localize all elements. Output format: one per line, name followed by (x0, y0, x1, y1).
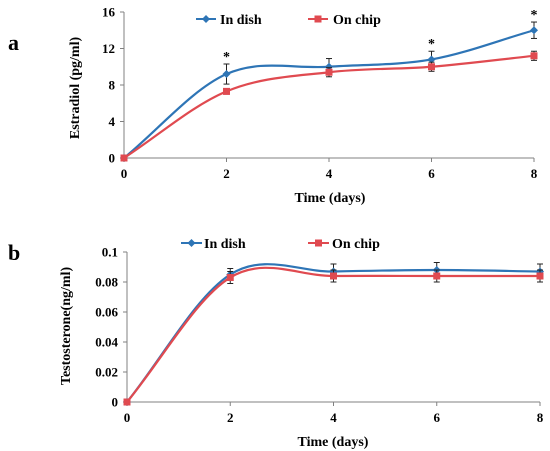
data-point-on-chip (223, 87, 230, 95)
x-tick-label: 8 (531, 166, 538, 181)
panel-a-x-tick-labels: 0 2 4 6 8 (121, 166, 538, 181)
legend-item-on-chip: On chip (308, 237, 380, 252)
legend-marker-in-dish (202, 15, 210, 23)
x-tick-label: 4 (326, 166, 333, 181)
panel-a-axes (120, 11, 535, 162)
data-point-on-chip (433, 272, 441, 280)
y-tick-label: 8 (109, 78, 116, 93)
x-tick-label: 6 (428, 166, 435, 181)
data-point-on-chip (330, 272, 337, 280)
data-point-on-chip (530, 52, 538, 60)
y-tick-label: 0.1 (102, 245, 118, 260)
legend-label-on-chip: On chip (333, 13, 381, 28)
data-point-on-chip (428, 63, 435, 71)
panel-b-series (123, 262, 544, 406)
legend-label-in-dish: In dish (220, 13, 262, 28)
y-tick-label: 0.04 (95, 335, 118, 350)
x-tick-label: 2 (227, 410, 234, 425)
legend-item-on-chip: On chip (308, 13, 381, 28)
y-tick-label: 0.02 (95, 365, 118, 380)
panel-a-y-tick-labels: 0 4 8 12 16 (102, 5, 116, 166)
y-tick-label: 0.08 (95, 275, 118, 290)
x-tick-label: 0 (121, 166, 128, 181)
panel-a-estradiol-chart: a 0 4 8 12 16 0 2 4 6 8 Estradiol (pg/ml) Time (… (8, 5, 538, 206)
data-point-on-chip (120, 154, 128, 162)
x-tick-label: 2 (223, 166, 230, 181)
panel-b-label: b (8, 240, 20, 265)
significance-star: * (531, 8, 538, 23)
y-tick-label: 0 (109, 151, 116, 166)
x-tick-label: 4 (330, 410, 337, 425)
legend-label-on-chip: On chip (332, 237, 380, 252)
data-point-on-chip (536, 272, 544, 280)
panel-b-y-axis-label: Testosterone(ng/ml) (59, 267, 74, 386)
y-tick-label: 0.06 (95, 305, 118, 320)
data-point-on-chip (123, 398, 131, 406)
y-tick-label: 12 (102, 41, 115, 56)
x-tick-label: 6 (434, 410, 441, 425)
panel-a-label: a (8, 30, 19, 55)
legend-item-in-dish: In dish (181, 237, 246, 252)
data-point-in-dish (530, 26, 538, 35)
legend-item-in-dish: In dish (196, 13, 262, 28)
panel-a-annotations: * * * (223, 8, 538, 65)
significance-star: * (223, 50, 230, 65)
panel-b-axes (123, 251, 541, 406)
data-point-in-dish (222, 70, 231, 79)
panel-b-legend: In dish On chip (181, 237, 380, 252)
series-line-in-dish (126, 263, 541, 403)
data-point-in-dish (427, 55, 436, 64)
panel-a-x-axis-label: Time (days) (295, 191, 366, 206)
data-point-on-chip (325, 68, 333, 76)
data-point-on-chip (226, 274, 234, 281)
panel-b-x-axis-label: Time (days) (298, 435, 369, 450)
significance-star: * (428, 37, 435, 52)
panel-b-testosterone-chart: b 0 0.02 0.04 0.06 0.08 0.1 0 2 4 6 8 Testosteron… (8, 237, 544, 450)
panel-a-series (120, 21, 538, 162)
legend-label-in-dish: In dish (204, 237, 246, 252)
series-line-on-chip (126, 266, 540, 403)
legend-marker-in-dish (187, 239, 196, 247)
x-tick-label: 8 (537, 410, 544, 425)
panel-b-y-tick-labels: 0 0.02 0.04 0.06 0.08 0.1 (95, 245, 118, 410)
x-tick-label: 0 (124, 410, 131, 425)
y-tick-label: 0 (112, 395, 119, 410)
legend-marker-on-chip (314, 15, 322, 23)
panel-a-y-axis-label: Estradiol (pg/ml) (68, 37, 83, 140)
legend-marker-on-chip (315, 239, 322, 247)
series-line-in-dish (123, 29, 535, 159)
panel-b-x-tick-labels: 0 2 4 6 8 (124, 410, 544, 425)
y-tick-label: 16 (102, 5, 116, 20)
y-tick-label: 4 (109, 114, 116, 129)
panel-a-legend: In dish On chip (196, 13, 381, 28)
